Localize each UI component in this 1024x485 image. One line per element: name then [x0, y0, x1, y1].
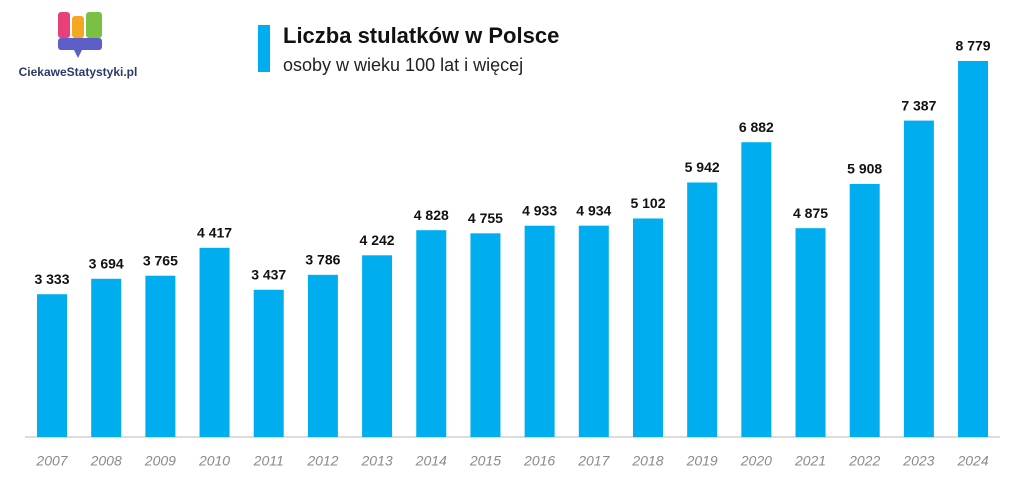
value-label: 4 417	[197, 225, 232, 241]
value-label: 4 242	[360, 232, 395, 248]
value-label: 5 102	[630, 195, 665, 211]
x-tick-label: 2017	[577, 453, 610, 469]
x-tick-label: 2022	[848, 453, 880, 469]
logo-shape	[74, 50, 82, 58]
x-tick-label: 2016	[523, 453, 555, 469]
value-label: 5 908	[847, 161, 882, 177]
logo-shape	[58, 38, 102, 50]
bar	[849, 183, 880, 437]
x-tick-label: 2014	[415, 453, 447, 469]
value-label: 3 694	[89, 255, 124, 271]
logo-text: CiekaweStatystyki.pl	[19, 65, 138, 79]
bar	[307, 274, 338, 437]
value-label: 5 942	[685, 159, 720, 175]
bar	[795, 228, 826, 437]
bar	[470, 233, 501, 437]
bar	[91, 278, 122, 437]
value-label: 4 828	[414, 207, 449, 223]
bar	[632, 218, 663, 437]
x-tick-label: 2018	[631, 453, 663, 469]
chart-title: Liczba stulatków w Polsce	[283, 23, 559, 48]
bar	[37, 294, 67, 437]
bar	[524, 225, 555, 437]
bar	[741, 142, 772, 437]
title-marker	[258, 25, 270, 72]
bar	[958, 60, 989, 438]
value-label: 4 875	[793, 205, 828, 221]
value-label: 6 882	[739, 119, 774, 135]
value-label: 8 779	[956, 38, 991, 54]
x-tick-label: 2007	[35, 453, 68, 469]
x-tick-label: 2024	[956, 453, 988, 469]
bar	[253, 289, 284, 437]
bar	[199, 247, 230, 437]
bar	[416, 230, 447, 437]
value-label: 7 387	[901, 97, 936, 113]
x-tick-label: 2020	[740, 453, 772, 469]
logo-shape	[86, 12, 102, 38]
bar	[362, 255, 393, 437]
value-label: 3 333	[34, 271, 69, 287]
x-tick-label: 2009	[144, 453, 176, 469]
x-tick-label: 2019	[686, 453, 718, 469]
logo-icon	[58, 12, 102, 58]
value-label: 3 437	[251, 266, 286, 282]
logo-shape	[72, 16, 84, 38]
chart-subtitle: osoby w wieku 100 lat i więcej	[283, 55, 523, 75]
x-tick-label: 2012	[306, 453, 338, 469]
bar	[903, 120, 934, 438]
x-tick-label: 2013	[361, 453, 393, 469]
logo-shape	[58, 12, 70, 38]
value-label: 4 933	[522, 202, 557, 218]
x-tick-label: 2015	[469, 453, 501, 469]
x-tick-label: 2008	[90, 453, 122, 469]
x-tick-label: 2011	[253, 453, 284, 469]
bar	[145, 275, 176, 437]
value-label: 3 786	[305, 252, 340, 268]
x-tick-label: 2021	[794, 453, 826, 469]
bar	[578, 225, 609, 437]
value-label: 4 934	[576, 202, 611, 218]
value-label: 3 765	[143, 252, 178, 268]
value-label: 4 755	[468, 210, 503, 226]
bar	[687, 182, 718, 437]
x-tick-label: 2010	[198, 453, 230, 469]
x-tick-label: 2023	[902, 453, 934, 469]
